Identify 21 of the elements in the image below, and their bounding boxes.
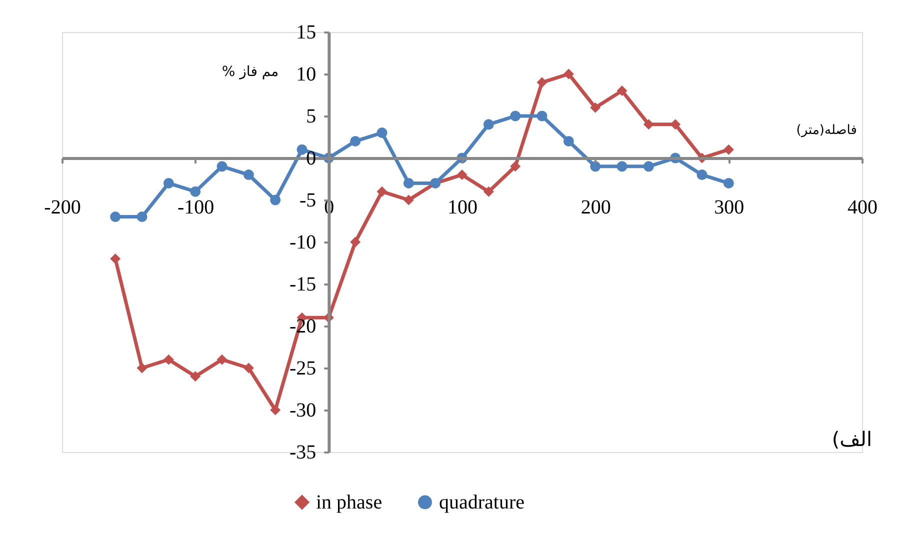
y-tick-label: -35 [289, 442, 316, 464]
y-tick-label: -25 [289, 358, 316, 380]
legend-label: in phase [316, 491, 382, 514]
y-tick-label: -30 [289, 400, 316, 422]
y-tick-label: 10 [296, 64, 316, 86]
x-tick-label: 100 [448, 196, 478, 218]
x-tick-label: 200 [580, 196, 611, 218]
x-tick-label: -100 [177, 196, 214, 218]
legend-label: quadrature [439, 491, 525, 514]
x-tick-label: 300 [714, 196, 744, 218]
x-tick-label: -200 [44, 196, 81, 218]
x-tick-label: 400 [848, 196, 878, 218]
annotation: (الف [832, 427, 872, 451]
y-tick-label: 0 [306, 148, 316, 170]
y-tick-label: -15 [289, 274, 316, 296]
y-axis-title: % مم فاز [222, 64, 279, 80]
y-tick-label: 15 [296, 22, 316, 44]
x-axis-title: فاصله(متر) [796, 123, 857, 138]
y-tick-label: -5 [299, 190, 316, 212]
y-tick-label: -10 [289, 232, 316, 254]
y-tick-label: 5 [306, 106, 316, 128]
